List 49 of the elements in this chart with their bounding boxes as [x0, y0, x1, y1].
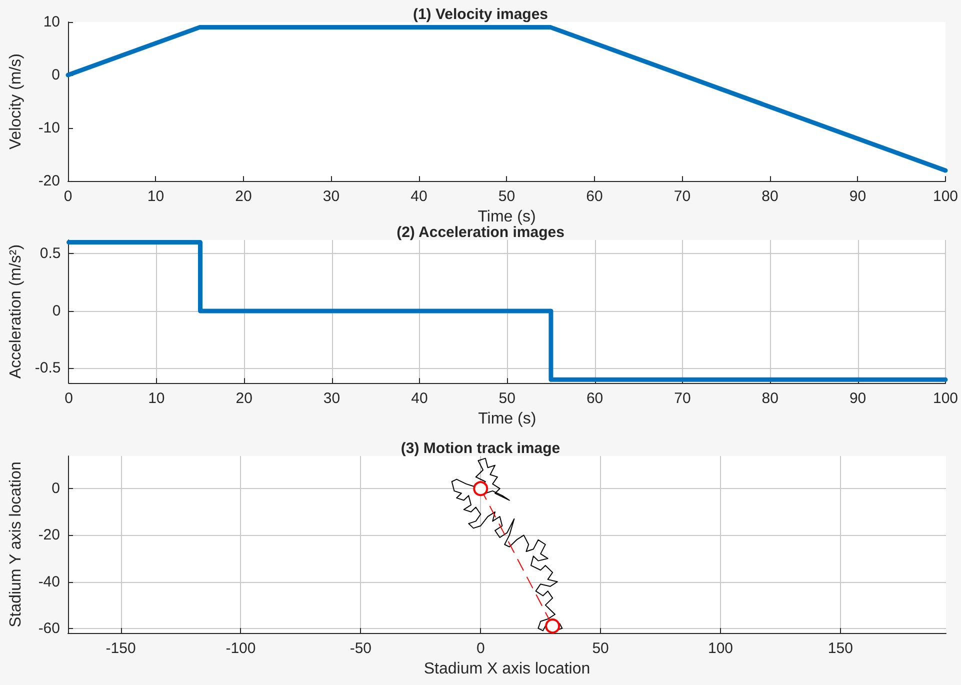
y-tick-label: 0 [52, 66, 60, 84]
x-tick-label: 50 [592, 640, 609, 657]
x-tick-label: 100 [708, 640, 734, 657]
x-tick-label: 50 [498, 188, 516, 206]
x-tick-label: 100 [932, 188, 958, 206]
y-tick-label: 0.5 [40, 245, 61, 262]
x-tick-label: 30 [323, 390, 340, 408]
y-tick-label: -0.5 [34, 360, 61, 377]
x-tick-label: 70 [674, 188, 691, 206]
x-axis-title: Stadium X axis location [424, 660, 590, 678]
chart-title: (2) Acceleration images [396, 224, 564, 241]
y-axis-title: Stadium Y axis location [8, 462, 24, 628]
y-tick-label: -60 [38, 620, 60, 637]
x-tick-label: 10 [147, 188, 164, 206]
x-tick-label: 10 [148, 390, 165, 408]
x-tick-label: 150 [828, 640, 853, 657]
x-tick-label: -100 [226, 640, 256, 657]
y-tick-label: 0 [52, 302, 61, 320]
x-tick-label: 0 [476, 640, 485, 657]
x-axis-title: Time (s) [478, 410, 536, 428]
y-tick-label: -40 [38, 573, 60, 590]
x-tick-label: -150 [106, 640, 136, 657]
x-tick-label: 60 [586, 390, 604, 408]
x-tick-label: 40 [410, 188, 428, 206]
x-tick-label: 100 [932, 390, 958, 408]
x-tick-label: 80 [762, 390, 778, 408]
x-axis-title: Time (s) [478, 208, 536, 226]
x-tick-label: 50 [498, 390, 516, 408]
x-tick-label: 80 [762, 188, 778, 206]
x-tick-label: 20 [235, 188, 252, 206]
x-tick-label: 60 [586, 188, 603, 206]
x-tick-label: -50 [350, 640, 372, 657]
y-tick-label: -20 [38, 526, 60, 544]
chart-title: (1) Velocity images [412, 6, 548, 23]
x-tick-label: 30 [322, 188, 340, 206]
x-tick-label: 90 [849, 188, 866, 206]
y-tick-label: 0 [52, 480, 60, 498]
y-axis-title: Velocity (m/s) [8, 54, 24, 150]
x-tick-label: 40 [411, 390, 428, 408]
x-tick-label: 0 [64, 188, 72, 206]
x-tick-label: 20 [236, 390, 252, 408]
y-axis-title: Acceleration (m/s²) [8, 244, 24, 379]
x-tick-label: 0 [64, 390, 73, 408]
chart-title: (3) Motion track image [400, 440, 560, 457]
y-tick-label: -10 [38, 120, 60, 137]
x-tick-label: 90 [849, 390, 866, 408]
x-tick-label: 70 [674, 390, 691, 408]
y-tick-label: 10 [43, 14, 60, 30]
y-tick-label: -20 [38, 172, 60, 190]
